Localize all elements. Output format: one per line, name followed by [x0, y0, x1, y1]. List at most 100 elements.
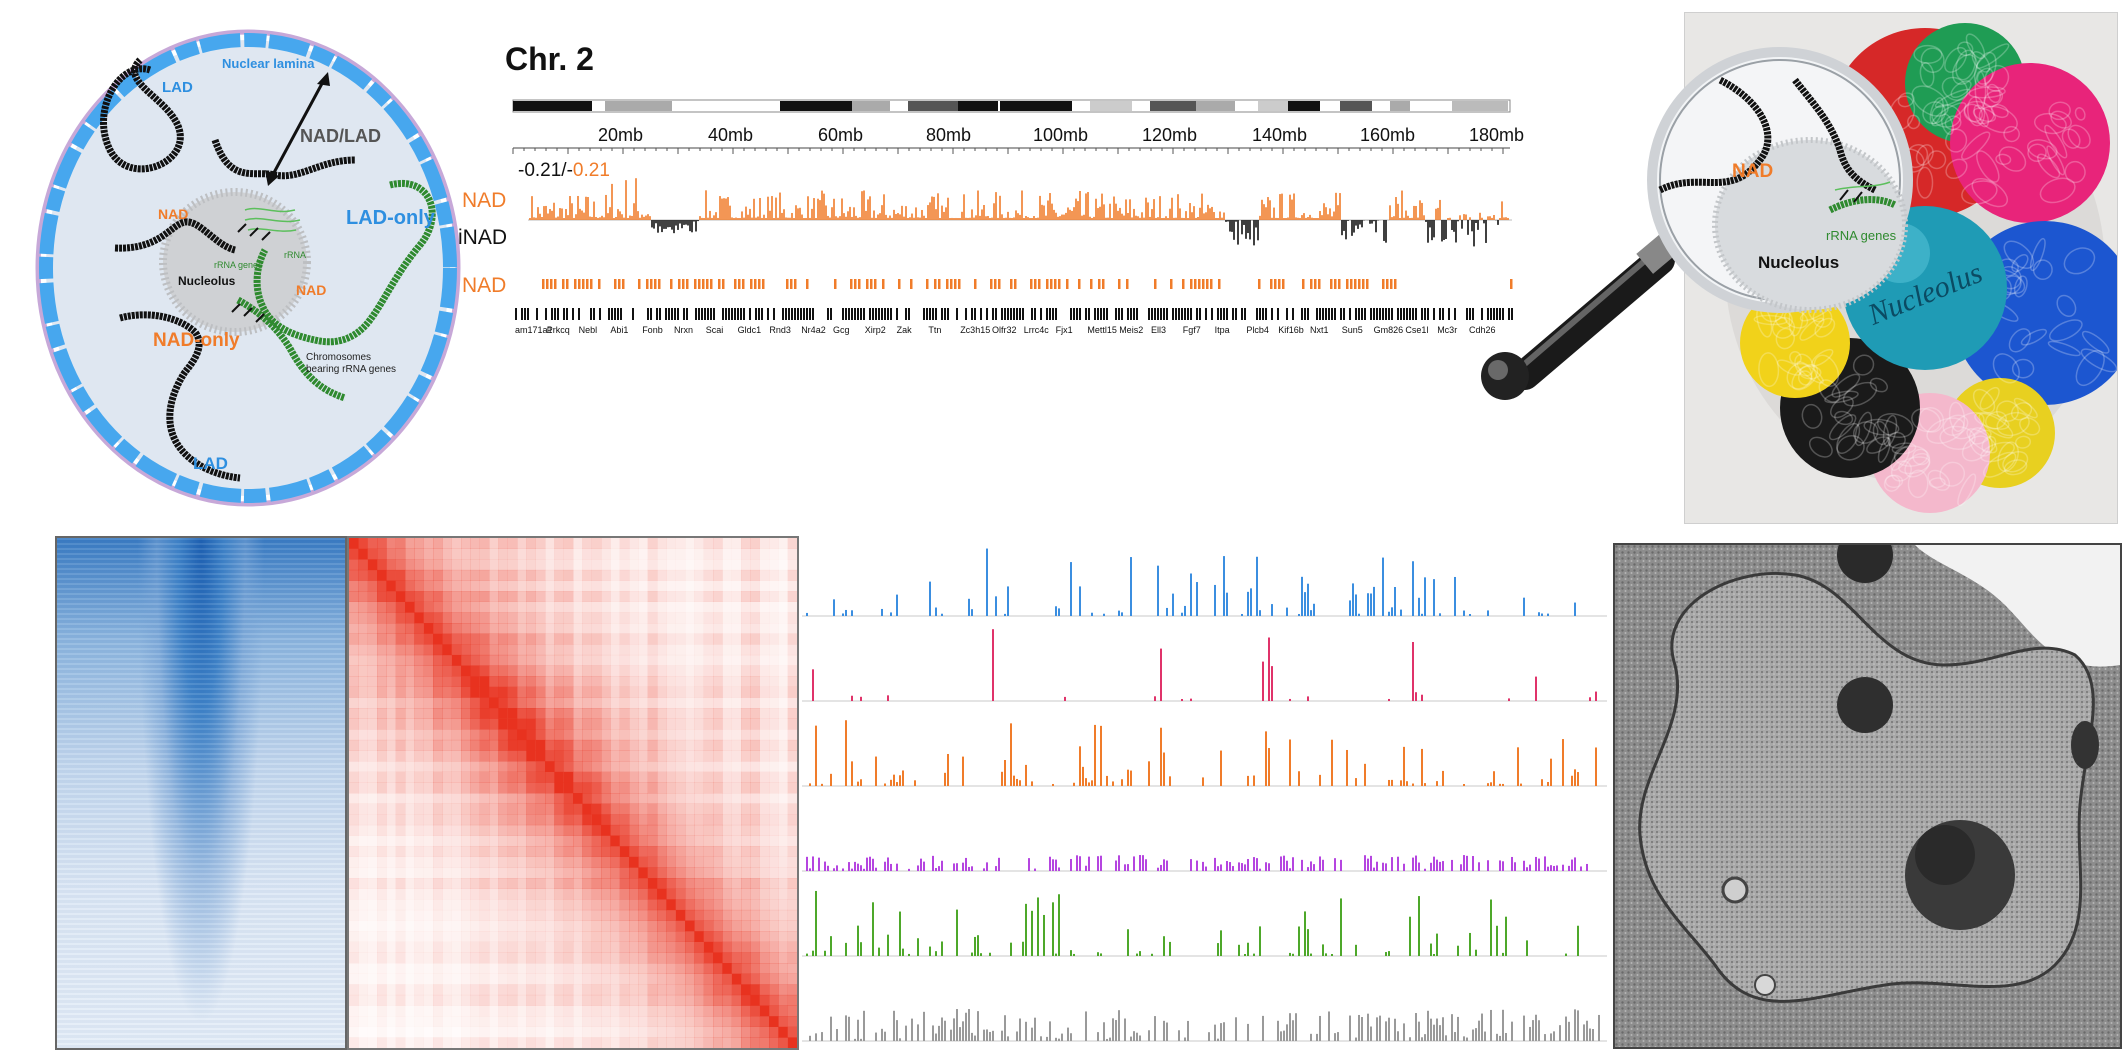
yarn-loop: [1990, 104, 2009, 119]
contact-cell: [395, 612, 406, 624]
contact-cell: [601, 633, 611, 645]
contact-cell: [647, 665, 658, 677]
gene-block: [1205, 308, 1207, 320]
contact-cell: [489, 708, 499, 719]
contact-cell: [554, 824, 564, 836]
gene-block: [890, 308, 892, 320]
nad-label-left: NAD: [158, 206, 188, 222]
contact-cell: [638, 761, 648, 772]
contact-cell: [517, 739, 527, 751]
gene-label: Ttn: [928, 325, 941, 335]
gene-block: [1136, 308, 1138, 320]
contact-cell: [675, 676, 686, 687]
scale-label: 100mb: [1033, 125, 1088, 145]
gene-block: [1241, 308, 1243, 320]
contact-cell: [377, 601, 387, 613]
contact-cell: [666, 824, 676, 836]
contact-cell: [507, 654, 518, 666]
contact-cell: [442, 569, 452, 581]
contact-cell: [405, 601, 415, 613]
contact-cell: [405, 559, 415, 571]
yarn-loop: [1984, 411, 2007, 430]
contact-cell: [750, 644, 760, 656]
contact-cell: [554, 633, 564, 645]
contact-cell: [545, 963, 555, 974]
contact-cell: [787, 665, 797, 677]
contact-cell: [657, 814, 667, 826]
gene-block: [872, 308, 874, 320]
contact-cell: [573, 654, 583, 666]
contact-cell: [647, 1005, 658, 1017]
contact-cell: [582, 793, 592, 804]
contact-cell: [638, 676, 648, 687]
contact-cell: [619, 878, 630, 889]
contact-cell: [713, 559, 723, 571]
yarn-loop: [1897, 92, 1915, 108]
contact-cell: [554, 654, 564, 666]
contact-cell: [498, 856, 508, 868]
contact-cell: [619, 580, 630, 592]
contact-cell: [675, 846, 686, 857]
contact-cell: [535, 580, 546, 592]
yarn-loop: [2047, 340, 2081, 357]
contact-cell: [787, 676, 797, 687]
contact-cell: [414, 548, 424, 560]
gene-block: [1076, 308, 1078, 320]
contact-cell: [377, 1026, 387, 1038]
contact-cell: [722, 782, 732, 794]
gene-block: [1073, 308, 1075, 320]
contact-cell: [713, 750, 723, 762]
contact-cell: [563, 612, 574, 624]
yarn-loop: [1854, 411, 1873, 447]
contact-cell: [685, 846, 695, 857]
contact-cell: [694, 750, 704, 762]
contact-cell: [349, 931, 359, 942]
gene-block: [1301, 308, 1303, 320]
contact-cell: [629, 994, 639, 1006]
contact-cell: [619, 793, 630, 804]
contact-cell: [414, 580, 424, 592]
contact-cell: [787, 591, 797, 602]
contact-cell: [591, 984, 602, 996]
gene-block: [1277, 308, 1279, 320]
contact-cell: [573, 878, 583, 889]
contact-cell: [563, 718, 574, 730]
yarn-loop: [1979, 386, 2000, 410]
contact-cell: [713, 771, 723, 783]
contact-cell: [601, 793, 611, 804]
contact-cell: [414, 697, 424, 709]
contact-cell: [722, 654, 732, 666]
contact-cell: [461, 591, 471, 602]
contact-cell: [750, 676, 760, 687]
yarn-loop: [1951, 411, 1985, 440]
contact-cell: [573, 697, 583, 709]
nad-call: [694, 279, 697, 289]
nad-call: [1058, 279, 1061, 289]
contact-cell: [619, 941, 630, 953]
contact-cell: [489, 1037, 499, 1048]
contact-cell: [489, 569, 499, 581]
contact-cell: [787, 569, 797, 581]
contact-cell: [451, 909, 462, 921]
contact-cell: [526, 909, 536, 921]
contact-cell: [517, 538, 527, 549]
gene-block: [557, 308, 559, 320]
contact-cell: [423, 878, 434, 889]
contact-cell: [349, 899, 359, 911]
contact-cell: [657, 920, 667, 932]
contact-cell: [610, 750, 620, 762]
contact-cell: [638, 856, 648, 868]
gene-block: [572, 308, 574, 320]
contact-cell: [358, 782, 368, 794]
contact-cell: [489, 973, 499, 985]
contact-cell: [750, 538, 760, 549]
contact-cell: [629, 697, 639, 709]
yarn-loop: [2029, 237, 2046, 272]
gene-block: [1454, 308, 1456, 320]
contact-cell: [722, 1005, 732, 1017]
lens-nad-label: NAD: [1732, 161, 1773, 182]
contact-cell: [535, 920, 546, 932]
contact-cell: [517, 623, 527, 634]
contact-cell: [713, 941, 723, 953]
contact-cell: [470, 548, 480, 560]
